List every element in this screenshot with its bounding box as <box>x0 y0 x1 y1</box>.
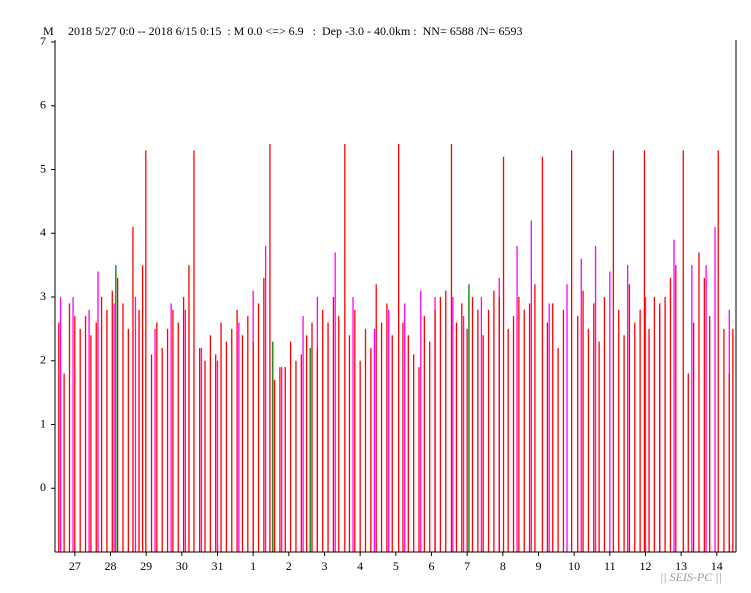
x-tick-label: 3 <box>321 559 327 573</box>
x-tick-label: 4 <box>357 559 363 573</box>
x-tick-label: 31 <box>211 559 223 573</box>
y-tick-label: 7 <box>40 34 46 48</box>
chart-title: 2018 5/27 0:0 -- 2018 6/15 0:15 : M 0.0 … <box>68 24 523 38</box>
x-tick-label: 11 <box>604 559 616 573</box>
x-tick-label: 14 <box>711 559 723 573</box>
y-tick-label: 5 <box>40 161 46 175</box>
x-tick-label: 30 <box>176 559 188 573</box>
x-tick-label: 28 <box>104 559 116 573</box>
x-tick-label: 9 <box>535 559 541 573</box>
y-axis-label: M <box>43 24 54 38</box>
x-tick-label: 13 <box>675 559 687 573</box>
x-tick-label: 10 <box>568 559 580 573</box>
x-tick-label: 2 <box>286 559 292 573</box>
y-tick-label: 3 <box>40 289 46 303</box>
x-tick-label: 27 <box>69 559 81 573</box>
x-tick-label: 5 <box>393 559 399 573</box>
y-tick-label: 0 <box>40 480 46 494</box>
y-tick-label: 6 <box>40 98 46 112</box>
watermark: || SEIS-PC || <box>660 570 722 584</box>
x-tick-label: 6 <box>428 559 434 573</box>
x-tick-label: 12 <box>639 559 651 573</box>
x-tick-label: 1 <box>250 559 256 573</box>
y-tick-label: 1 <box>40 416 46 430</box>
x-tick-label: 7 <box>464 559 470 573</box>
x-tick-label: 29 <box>140 559 152 573</box>
y-tick-label: 2 <box>40 353 46 367</box>
y-tick-label: 4 <box>40 225 46 239</box>
x-tick-label: 8 <box>500 559 506 573</box>
